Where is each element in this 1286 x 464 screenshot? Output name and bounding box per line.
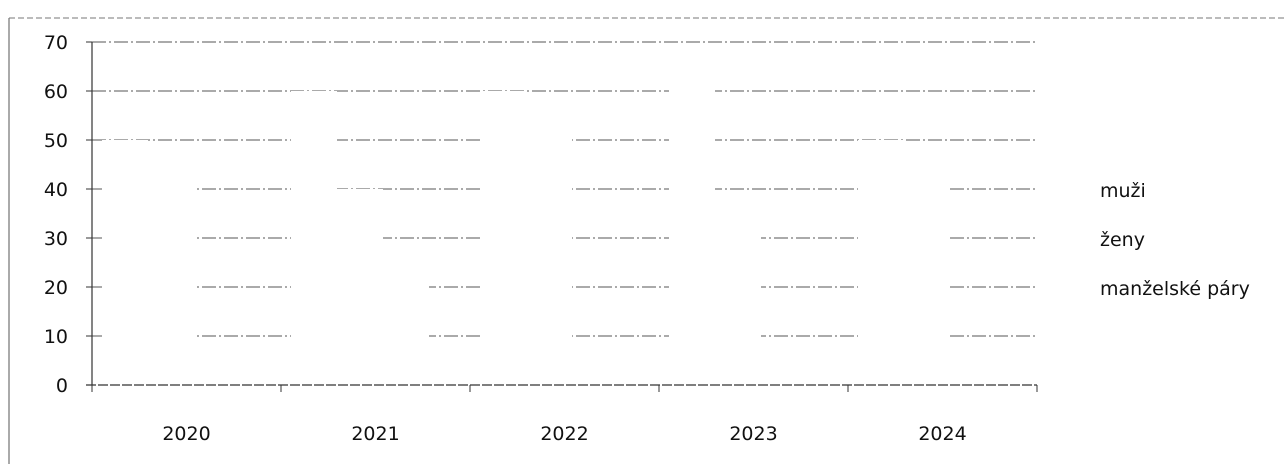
legend-label: muži bbox=[1100, 180, 1146, 202]
y-tick-label: 10 bbox=[44, 326, 68, 348]
y-tick-label: 60 bbox=[44, 81, 68, 103]
y-tick-label: 20 bbox=[44, 277, 68, 299]
bars bbox=[102, 81, 996, 386]
y-tick-label: 70 bbox=[44, 32, 68, 54]
axes bbox=[86, 41, 1038, 392]
y-tick-label: 50 bbox=[44, 130, 68, 152]
legend-label: ženy bbox=[1100, 229, 1145, 251]
y-tick-label: 0 bbox=[56, 375, 68, 397]
x-tick-label: 2022 bbox=[540, 423, 588, 445]
x-tick-labels: 2020 2021 2022 2023 2024 bbox=[162, 423, 966, 445]
bar bbox=[669, 81, 715, 385]
x-tick-label: 2021 bbox=[351, 423, 399, 445]
bar bbox=[102, 140, 148, 385]
bar bbox=[904, 174, 950, 385]
bar bbox=[572, 360, 618, 385]
x-tick-label: 2023 bbox=[729, 423, 777, 445]
bar bbox=[950, 370, 996, 385]
legend-label: manželské páry bbox=[1100, 278, 1250, 300]
y-tick-label: 30 bbox=[44, 228, 68, 250]
bar bbox=[383, 252, 429, 385]
legend: muži ženy manželské páry bbox=[1100, 180, 1250, 300]
bar bbox=[148, 164, 194, 385]
bar bbox=[526, 100, 572, 386]
x-tick-label: 2024 bbox=[918, 423, 966, 445]
x-tick-label: 2020 bbox=[162, 423, 210, 445]
bar bbox=[858, 140, 904, 385]
bar bbox=[337, 189, 383, 385]
y-tick-label: 40 bbox=[44, 179, 68, 201]
bar bbox=[480, 91, 526, 385]
bar bbox=[291, 91, 337, 385]
bar bbox=[761, 350, 807, 385]
y-tick-labels: 0 10 20 30 40 50 60 70 bbox=[44, 32, 68, 397]
bar bbox=[715, 213, 761, 385]
